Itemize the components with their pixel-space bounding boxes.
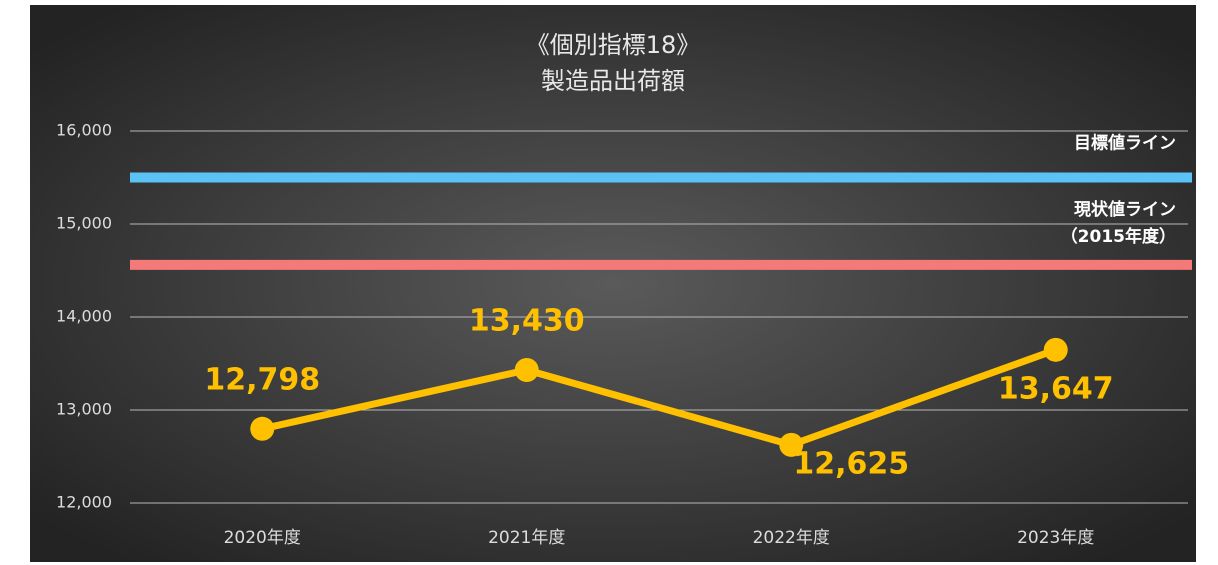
y-tick-label: 12,000 — [56, 493, 112, 512]
data-label: 12,625 — [793, 446, 909, 481]
x-tick-label: 2022年度 — [753, 528, 830, 548]
y-tick-label: 13,000 — [56, 400, 112, 419]
reference-sublabel: （2015年度） — [1061, 226, 1176, 247]
y-tick-label: 15,000 — [56, 214, 112, 233]
x-tick-label: 2020年度 — [224, 528, 301, 548]
chart-background — [30, 5, 1196, 562]
data-point — [514, 358, 539, 383]
data-label: 13,647 — [998, 371, 1114, 406]
data-point — [250, 416, 275, 441]
reference-label: 現状値ライン — [1074, 199, 1176, 220]
chart-subtitle: 製造品出荷額 — [541, 67, 685, 95]
x-tick-label: 2021年度 — [488, 528, 565, 548]
data-label: 12,798 — [204, 362, 320, 397]
data-point — [779, 432, 804, 457]
data-label: 13,430 — [469, 304, 585, 339]
x-tick-label: 2023年度 — [1017, 528, 1094, 548]
y-tick-label: 14,000 — [56, 307, 112, 326]
data-point — [1043, 337, 1068, 362]
chart-title: 《個別指標18》 — [526, 31, 701, 59]
series-line — [261, 346, 1057, 449]
reference-label: 目標値ライン — [1074, 133, 1176, 154]
y-tick-label: 16,000 — [56, 121, 112, 140]
